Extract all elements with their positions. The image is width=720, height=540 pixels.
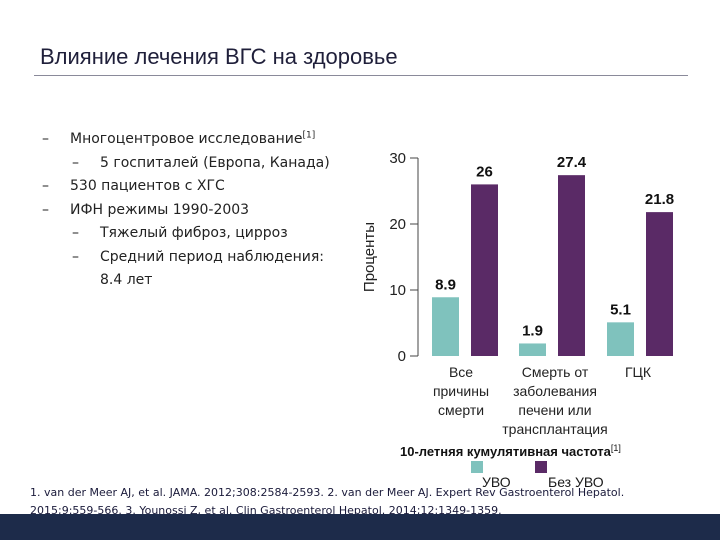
bar-svr-2 [607,322,634,356]
title-divider [34,75,688,76]
y-ticks: 0 10 20 30 [389,150,418,365]
bar-svr-0 [432,297,459,356]
value-label: 8.9 [435,276,456,293]
bullet-patients-text: 530 пациентов с ХГС [70,178,225,194]
footer-bar [0,514,720,540]
bullet-dash: – [72,248,79,265]
bullet-followup-value: 8.4 лет [100,272,153,288]
y-tick-label: 10 [389,282,406,299]
bullet-regimens: – ИФН режимы 1990-2003 [42,199,342,223]
bullet-fibrosis-text: Тяжелый фиброз, цирроз [100,225,288,241]
bullet-followup-text: Средний период наблюдения: [100,248,324,265]
legend-swatch-svr [471,461,483,473]
category-label: печени или [518,402,591,418]
bullet-fibrosis: – Тяжелый фиброз, цирроз [42,222,342,246]
value-label: 27.4 [557,154,587,171]
bar-no-svr-2 [646,212,673,356]
reference-line-2: 2015;9:559-566. 3. Younossi Z, et al. Cl… [30,504,502,517]
category-label: Смерть от [522,364,589,380]
bullet-regimens-text: ИФН режимы 1990-2003 [70,201,250,218]
legend-label-svr: УВО [482,474,511,490]
category-labels: Все причины смерти Смерть от заболевания пече… [433,364,652,437]
y-axis-label: Проценты [361,222,378,292]
bullet-study-ref: [1] [302,130,316,141]
y-tick-label: 30 [389,150,406,167]
category-label: заболевания [513,383,597,399]
value-labels: 8.9 1.9 5.1 26 27.4 21.8 [435,154,674,339]
bullet-hospitals: – 5 госпиталей (Европа, Канада) [42,152,342,176]
bullet-list: – Многоцентровое исследование[1] – 5 гос… [42,128,342,293]
y-tick-label: 20 [389,216,406,233]
bullet-dash: – [42,201,49,218]
x-axis-label-ref: [1] [611,443,621,453]
reference-line-1: 1. van der Meer AJ, et al. JAMA. 2012;30… [30,486,625,499]
x-axis-label: 10-летняя кумулятивная частота[1] [400,443,621,459]
legend-label-no-svr: Без УВО [548,474,604,490]
bullet-dash: – [42,131,49,147]
bullet-followup: – Средний период наблюдения: [42,246,342,270]
y-tick-label: 0 [398,348,406,365]
category-label: ГЦК [625,364,652,380]
bullet-dash: – [42,178,49,194]
bullet-study: – Многоцентровое исследование[1] [42,128,342,152]
references: 1. van der Meer AJ, et al. JAMA. 2012;30… [30,484,710,520]
bullet-followup-continued: 8.4 лет [42,269,342,293]
bullet-patients: – 530 пациентов с ХГС [42,175,342,199]
value-label: 5.1 [610,301,631,318]
bullet-dash: – [72,225,79,241]
legend-swatch-no-svr [535,461,547,473]
category-label: смерти [438,402,484,418]
value-label: 26 [476,163,493,180]
category-label: Все [449,364,473,380]
bar-no-svr-0 [471,184,498,356]
category-label: причины [433,383,489,399]
bar-chart: 0 10 20 30 Проценты 8.9 1.9 5.1 26 27.4 21.8 Все… [361,150,674,459]
category-label: трансплантация [502,421,607,437]
bar-svr-1 [519,343,546,356]
value-label: 1.9 [522,322,543,339]
bullet-study-text: Многоцентровое исследование [70,131,303,147]
slide-title: Влияние лечения ВГС на здоровье [40,44,398,69]
bullet-hospitals-text: 5 госпиталей (Европа, Канада) [100,154,330,171]
value-label: 21.8 [645,191,674,208]
bullet-dash: – [72,154,79,171]
x-axis-label-text: 10-летняя кумулятивная частота [400,444,612,459]
bar-no-svr-1 [558,175,585,356]
bars [432,175,673,356]
